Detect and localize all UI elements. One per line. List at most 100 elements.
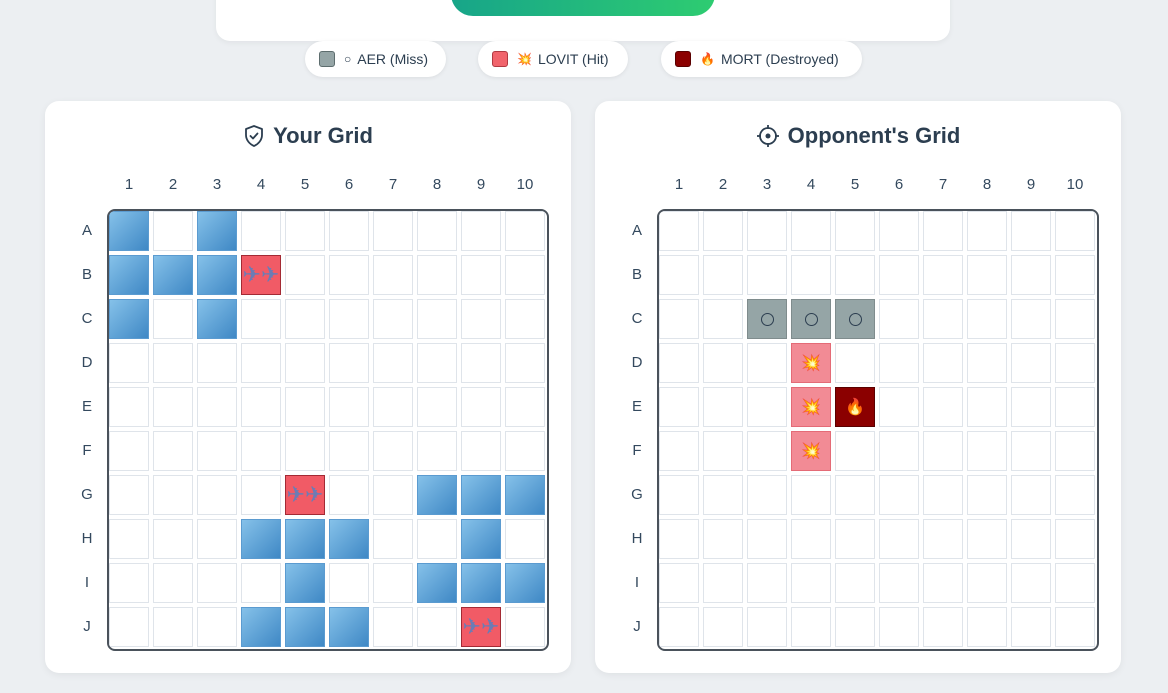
opponent-cell-f10[interactable] xyxy=(1055,431,1095,471)
opponent-cell-f2[interactable] xyxy=(703,431,743,471)
opponent-cell-c6[interactable] xyxy=(879,299,919,339)
opponent-cell-b10[interactable] xyxy=(1055,255,1095,295)
opponent-cell-a2[interactable] xyxy=(703,211,743,251)
opponent-cell-b1[interactable] xyxy=(659,255,699,295)
opponent-cell-d2[interactable] xyxy=(703,343,743,383)
opponent-cell-a5[interactable] xyxy=(835,211,875,251)
opponent-cell-i9[interactable] xyxy=(1011,563,1051,603)
opponent-cell-g4[interactable] xyxy=(791,475,831,515)
opponent-cell-h6[interactable] xyxy=(879,519,919,559)
opponent-cell-c4[interactable] xyxy=(791,299,831,339)
opponent-cell-d5[interactable] xyxy=(835,343,875,383)
opponent-cell-c7[interactable] xyxy=(923,299,963,339)
opponent-cell-b7[interactable] xyxy=(923,255,963,295)
opponent-cell-f8[interactable] xyxy=(967,431,1007,471)
opponent-cell-e2[interactable] xyxy=(703,387,743,427)
opponent-cell-f9[interactable] xyxy=(1011,431,1051,471)
opponent-cell-i6[interactable] xyxy=(879,563,919,603)
opponent-cell-i4[interactable] xyxy=(791,563,831,603)
opponent-cell-a6[interactable] xyxy=(879,211,919,251)
opponent-cell-e1[interactable] xyxy=(659,387,699,427)
opponent-cell-e6[interactable] xyxy=(879,387,919,427)
opponent-cell-b8[interactable] xyxy=(967,255,1007,295)
opponent-cell-g1[interactable] xyxy=(659,475,699,515)
opponent-cell-e5[interactable]: 🔥 xyxy=(835,387,875,427)
opponent-cell-f1[interactable] xyxy=(659,431,699,471)
opponent-cell-j5[interactable] xyxy=(835,607,875,647)
opponent-cell-h9[interactable] xyxy=(1011,519,1051,559)
opponent-cell-b2[interactable] xyxy=(703,255,743,295)
opponent-cell-e3[interactable] xyxy=(747,387,787,427)
opponent-cell-b5[interactable] xyxy=(835,255,875,295)
opponent-cell-j6[interactable] xyxy=(879,607,919,647)
opponent-cell-i1[interactable] xyxy=(659,563,699,603)
opponent-cell-e8[interactable] xyxy=(967,387,1007,427)
opponent-cell-d1[interactable] xyxy=(659,343,699,383)
opponent-cell-a3[interactable] xyxy=(747,211,787,251)
opponent-cell-c9[interactable] xyxy=(1011,299,1051,339)
opponent-cell-d7[interactable] xyxy=(923,343,963,383)
opponent-cell-a8[interactable] xyxy=(967,211,1007,251)
opponent-cell-i8[interactable] xyxy=(967,563,1007,603)
opponent-cell-f4[interactable]: 💥 xyxy=(791,431,831,471)
opponent-cell-a10[interactable] xyxy=(1055,211,1095,251)
opponent-cell-a9[interactable] xyxy=(1011,211,1051,251)
opponent-cell-a1[interactable] xyxy=(659,211,699,251)
opponent-cell-a4[interactable] xyxy=(791,211,831,251)
opponent-cell-b3[interactable] xyxy=(747,255,787,295)
opponent-cell-f7[interactable] xyxy=(923,431,963,471)
opponent-cell-g3[interactable] xyxy=(747,475,787,515)
opponent-cell-h8[interactable] xyxy=(967,519,1007,559)
top-action-button[interactable] xyxy=(451,0,715,16)
opponent-cell-h2[interactable] xyxy=(703,519,743,559)
opponent-cell-f3[interactable] xyxy=(747,431,787,471)
opponent-cell-d9[interactable] xyxy=(1011,343,1051,383)
opponent-cell-d8[interactable] xyxy=(967,343,1007,383)
opponent-cell-e7[interactable] xyxy=(923,387,963,427)
opponent-cell-j3[interactable] xyxy=(747,607,787,647)
opponent-cell-g5[interactable] xyxy=(835,475,875,515)
opponent-cell-f5[interactable] xyxy=(835,431,875,471)
opponent-cell-j9[interactable] xyxy=(1011,607,1051,647)
opponent-cell-e9[interactable] xyxy=(1011,387,1051,427)
opponent-cell-h10[interactable] xyxy=(1055,519,1095,559)
opponent-cell-g10[interactable] xyxy=(1055,475,1095,515)
opponent-cell-e10[interactable] xyxy=(1055,387,1095,427)
opponent-cell-c5[interactable] xyxy=(835,299,875,339)
opponent-cell-j4[interactable] xyxy=(791,607,831,647)
opponent-cell-d3[interactable] xyxy=(747,343,787,383)
opponent-cell-d4[interactable]: 💥 xyxy=(791,343,831,383)
opponent-cell-h5[interactable] xyxy=(835,519,875,559)
opponent-cell-b4[interactable] xyxy=(791,255,831,295)
opponent-cell-c8[interactable] xyxy=(967,299,1007,339)
opponent-cell-j7[interactable] xyxy=(923,607,963,647)
opponent-cell-d10[interactable] xyxy=(1055,343,1095,383)
opponent-cell-h7[interactable] xyxy=(923,519,963,559)
opponent-cell-j1[interactable] xyxy=(659,607,699,647)
opponent-cell-a7[interactable] xyxy=(923,211,963,251)
opponent-cell-h3[interactable] xyxy=(747,519,787,559)
opponent-cell-g2[interactable] xyxy=(703,475,743,515)
opponent-cell-g6[interactable] xyxy=(879,475,919,515)
opponent-cell-f6[interactable] xyxy=(879,431,919,471)
opponent-cell-g9[interactable] xyxy=(1011,475,1051,515)
opponent-cell-i3[interactable] xyxy=(747,563,787,603)
opponent-cell-g7[interactable] xyxy=(923,475,963,515)
opponent-cell-i7[interactable] xyxy=(923,563,963,603)
opponent-cell-c2[interactable] xyxy=(703,299,743,339)
opponent-cell-c3[interactable] xyxy=(747,299,787,339)
opponent-cell-c10[interactable] xyxy=(1055,299,1095,339)
opponent-cell-g8[interactable] xyxy=(967,475,1007,515)
opponent-cell-j8[interactable] xyxy=(967,607,1007,647)
opponent-cell-i10[interactable] xyxy=(1055,563,1095,603)
opponent-cell-b9[interactable] xyxy=(1011,255,1051,295)
opponent-cell-i2[interactable] xyxy=(703,563,743,603)
opponent-cell-h4[interactable] xyxy=(791,519,831,559)
opponent-cell-b6[interactable] xyxy=(879,255,919,295)
opponent-cell-j10[interactable] xyxy=(1055,607,1095,647)
opponent-cell-d6[interactable] xyxy=(879,343,919,383)
opponent-cell-h1[interactable] xyxy=(659,519,699,559)
opponent-cell-i5[interactable] xyxy=(835,563,875,603)
opponent-cell-c1[interactable] xyxy=(659,299,699,339)
opponent-cell-e4[interactable]: 💥 xyxy=(791,387,831,427)
